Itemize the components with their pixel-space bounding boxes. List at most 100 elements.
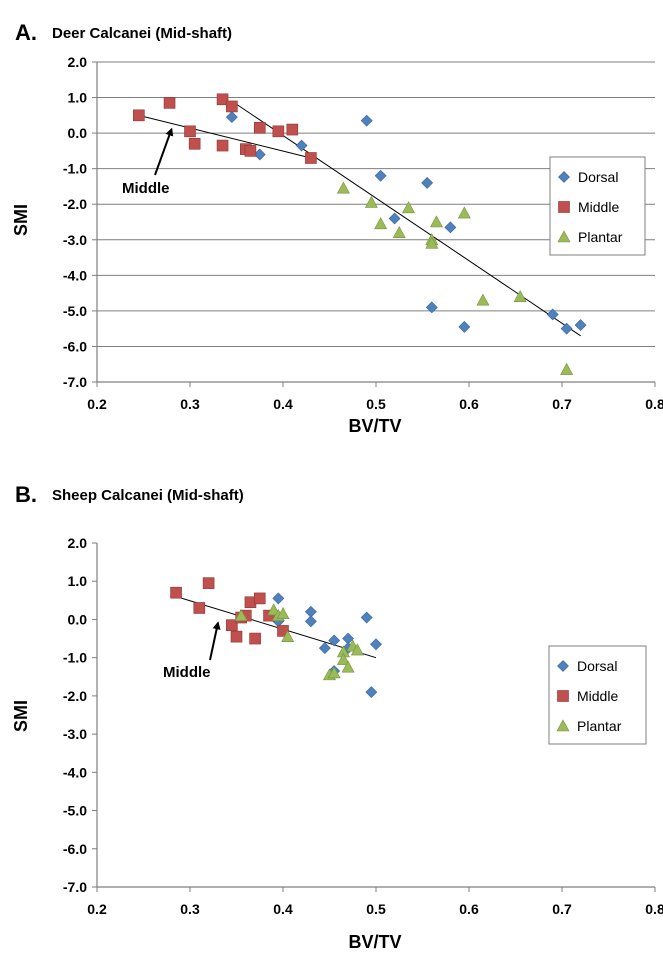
chart-panel-b: B. Sheep Calcanei (Mid-shaft) 2.0 1.0 0.0 -1.…	[11, 482, 663, 952]
plantar-point	[350, 643, 364, 656]
x-tick-label: 0.5	[366, 901, 386, 917]
dorsal-point	[318, 642, 331, 655]
legend-middle-marker	[558, 201, 570, 213]
dorsal-point	[421, 176, 434, 189]
middle-point	[277, 625, 289, 637]
middle-point	[188, 137, 201, 150]
legend-dorsal-marker	[557, 660, 569, 672]
panel-letter: A.	[15, 20, 37, 45]
y-axis-label: SMI	[11, 700, 31, 732]
middle-point	[133, 109, 145, 122]
legend-plantar-label: Plantar	[578, 229, 623, 245]
y-tick-label: 1.0	[68, 573, 88, 589]
chart-title: Sheep Calcanei (Mid-shaft)	[52, 487, 244, 504]
x-tick-label: 0.6	[459, 396, 479, 412]
dorsal-point	[546, 308, 559, 321]
x-tick-label: 0.3	[180, 396, 200, 412]
middle-point	[226, 100, 238, 113]
legend-dorsal-label: Dorsal	[577, 658, 617, 674]
x-axis-label: BV/TV	[348, 416, 401, 436]
y-axis-label: SMI	[11, 204, 31, 236]
middle-point	[184, 125, 196, 138]
x-tick-label: 0.3	[180, 901, 200, 917]
legend-plantar-marker	[556, 719, 570, 732]
legend-dorsal-marker	[558, 171, 570, 183]
middle-point	[263, 609, 275, 622]
y-tick-label: 2.0	[68, 54, 88, 70]
x-tick-label: 0.6	[459, 901, 479, 917]
y-tick-label: -1.0	[63, 650, 87, 666]
middle-point	[226, 619, 238, 631]
y-tick-label: -2.0	[63, 688, 87, 704]
chart-panel-a: A. Deer Calcanei (Mid-shaft) 2.0 1.0 0.0 -1.0…	[11, 20, 663, 436]
legend-dorsal-label: Dorsal	[578, 169, 618, 185]
plantar-point	[425, 236, 439, 249]
plantar-point	[429, 215, 443, 228]
x-axis-label: BV/TV	[348, 932, 401, 952]
dorsal-point	[374, 169, 387, 182]
dorsal-point	[295, 139, 308, 152]
middle-point	[253, 592, 266, 605]
y-tick-label: -6.0	[63, 841, 87, 857]
legend-plantar-label: Plantar	[577, 718, 622, 734]
x-tick-label: 0.2	[87, 901, 107, 917]
legend: Dorsal Middle Plantar	[549, 156, 646, 256]
plantar-point	[560, 362, 574, 375]
x-tick-label: 0.8	[645, 396, 663, 412]
middle-point	[272, 125, 285, 138]
y-tick-label: 2.0	[68, 535, 88, 551]
plantar-point	[336, 181, 350, 194]
plantar-point	[364, 195, 378, 208]
plantar-point	[374, 217, 388, 230]
x-tick-label: 0.8	[645, 901, 663, 917]
legend: Dorsal Middle Plantar	[548, 645, 647, 745]
series-middle	[133, 93, 317, 164]
y-tick-label: -7.0	[63, 374, 87, 390]
dorsal-point	[370, 638, 382, 651]
plantar-point	[234, 608, 248, 621]
y-tick-label: -3.0	[63, 726, 87, 742]
y-tick-label: -4.0	[63, 267, 87, 283]
y-tick-label: -7.0	[63, 879, 87, 895]
middle-point	[244, 145, 257, 157]
plantar-point	[476, 293, 490, 306]
dorsal-point	[360, 611, 373, 624]
dorsal-point	[360, 114, 373, 127]
plantar-point	[341, 660, 355, 673]
annotation-label: Middle	[163, 664, 211, 681]
plantar-point	[513, 290, 527, 302]
y-tick-label: 0.0	[68, 125, 88, 141]
series-plantar	[234, 603, 364, 681]
x-tick-label: 0.7	[552, 396, 572, 412]
middle-point	[193, 602, 206, 614]
middle-point	[163, 97, 176, 109]
x-tick-label: 0.7	[552, 901, 572, 917]
y-tick-label: -6.0	[63, 338, 87, 354]
dorsal-point	[560, 322, 573, 335]
dorsal-point	[365, 686, 378, 698]
y-tick-label: -5.0	[63, 303, 87, 319]
middle-point	[230, 630, 243, 643]
annotation-arrow	[209, 621, 221, 661]
trendline	[138, 114, 312, 159]
middle-point	[305, 152, 317, 164]
plantar-point	[402, 201, 416, 214]
plantar-point	[336, 652, 350, 665]
y-tick-label: -4.0	[63, 764, 87, 780]
plantar-point	[457, 206, 471, 219]
series-plantar	[336, 181, 574, 375]
plantar-point	[327, 666, 341, 679]
dorsal-point	[272, 592, 285, 605]
legend-middle-label: Middle	[577, 688, 618, 704]
dorsal-point	[444, 221, 457, 234]
middle-point	[253, 121, 266, 134]
y-tick-label: 0.0	[68, 611, 88, 627]
dorsal-point	[225, 111, 238, 124]
chart-title: Deer Calcanei (Mid-shaft)	[52, 25, 232, 42]
y-tick-label: -3.0	[63, 232, 87, 248]
y-tick-label: 1.0	[68, 90, 88, 106]
dorsal-point	[304, 615, 317, 628]
dorsal-point	[425, 301, 438, 314]
x-tick-label: 0.4	[273, 901, 293, 917]
